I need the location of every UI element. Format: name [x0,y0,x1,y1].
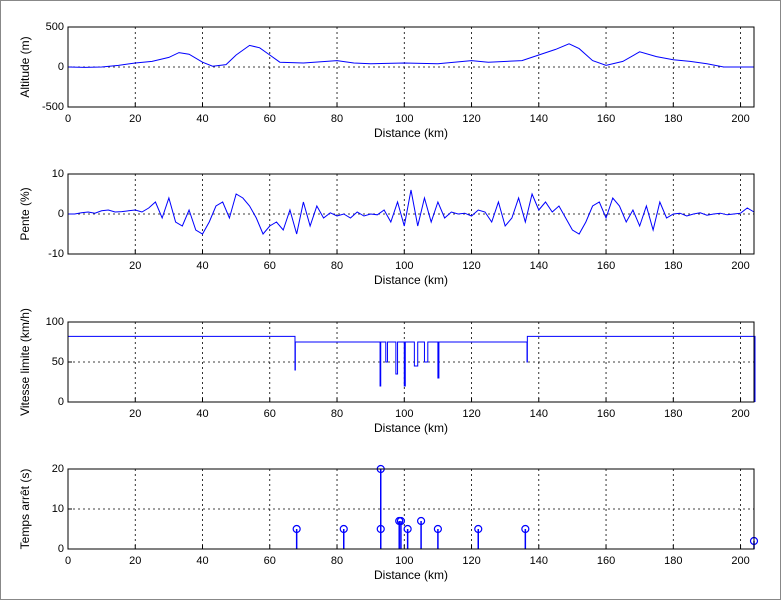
y-tick-label: 100 [46,316,64,328]
stem-marker [292,524,301,534]
x-tick-label: 60 [264,555,276,567]
x-tick-label: 40 [196,113,208,125]
x-tick-label: 0 [65,113,71,125]
stem [396,516,406,549]
axes-background [68,27,754,107]
stem [416,516,426,549]
x-tick-label: 120 [462,260,480,272]
x-tick-label: 160 [597,555,615,567]
stem [433,524,443,549]
x-axis-label: Distance (km) [374,568,448,582]
x-tick-label: 20 [129,408,141,420]
stem-marker [474,524,483,534]
x-tick-label: 160 [597,408,615,420]
x-tick-label: 40 [196,260,208,272]
y-axis-label: Vitesse limite (km/h) [18,308,32,416]
y-tick-label: -10 [48,248,64,260]
axes-frame [67,321,755,403]
stem-marker [521,524,530,534]
x-tick-label: 60 [264,260,276,272]
x-axis-label: Distance (km) [374,273,448,287]
y-tick-label: 0 [58,208,64,220]
stem [339,524,348,549]
y-tick-label: 20 [52,463,64,475]
x-axis-label: Distance (km) [374,126,448,140]
stem [474,524,483,549]
stem-marker [416,516,426,526]
axes-frame [67,26,755,108]
x-tick-label: 100 [395,555,413,567]
y-tick-label: 10 [52,168,64,180]
stem-marker [396,516,406,526]
x-tick-label: 200 [731,113,749,125]
x-tick-label: 120 [462,113,480,125]
x-tick-label: 180 [664,555,682,567]
data-line [67,43,754,68]
y-tick-label: 50 [52,356,64,368]
x-tick-label: 40 [196,555,208,567]
stem-marker [433,524,443,534]
x-tick-label: 200 [731,260,749,272]
y-axis-label: Altitude (m) [18,36,32,97]
stem-marker [403,524,412,534]
stem [521,524,530,549]
y-tick-label: 10 [52,503,64,515]
x-axis-label: Distance (km) [374,421,448,435]
stem-marker [339,524,348,534]
x-tick-label: 80 [331,113,343,125]
y-tick-label: 0 [58,61,64,73]
y-tick-label: -500 [42,101,64,113]
x-tick-label: 200 [731,408,749,420]
x-tick-label: 120 [462,408,480,420]
x-tick-label: 60 [264,408,276,420]
x-tick-label: 100 [395,113,413,125]
x-tick-label: 100 [395,408,413,420]
stem [292,524,301,549]
x-tick-label: 120 [462,555,480,567]
x-tick-label: 40 [196,408,208,420]
x-tick-label: 140 [530,555,548,567]
x-tick-label: 80 [331,260,343,272]
x-tick-label: 100 [395,260,413,272]
x-tick-label: 180 [664,113,682,125]
axes-background [68,469,754,549]
x-tick-label: 180 [664,260,682,272]
stem [403,524,412,549]
x-tick-label: 140 [530,113,548,125]
y-tick-label: 0 [58,396,64,408]
y-tick-label: 500 [46,21,64,33]
x-tick-label: 20 [129,260,141,272]
x-tick-label: 160 [597,260,615,272]
x-tick-label: 20 [129,555,141,567]
x-tick-label: 20 [129,113,141,125]
x-tick-label: 0 [65,555,71,567]
x-tick-label: 200 [731,555,749,567]
x-tick-label: 140 [530,408,548,420]
axes-background [68,174,754,254]
x-tick-label: 80 [331,555,343,567]
axes-frame [67,173,755,255]
x-tick-label: 80 [331,408,343,420]
y-axis-label: Temps arrêt (s) [18,469,32,550]
y-tick-label: 0 [58,543,64,555]
x-tick-label: 140 [530,260,548,272]
x-tick-label: 180 [664,408,682,420]
data-line [68,335,756,402]
x-tick-label: 60 [264,113,276,125]
data-line [68,189,755,235]
axes-background [68,322,754,402]
axes-frame [67,468,755,550]
x-tick-label: 160 [597,113,615,125]
y-axis-label: Pente (%) [18,187,32,240]
